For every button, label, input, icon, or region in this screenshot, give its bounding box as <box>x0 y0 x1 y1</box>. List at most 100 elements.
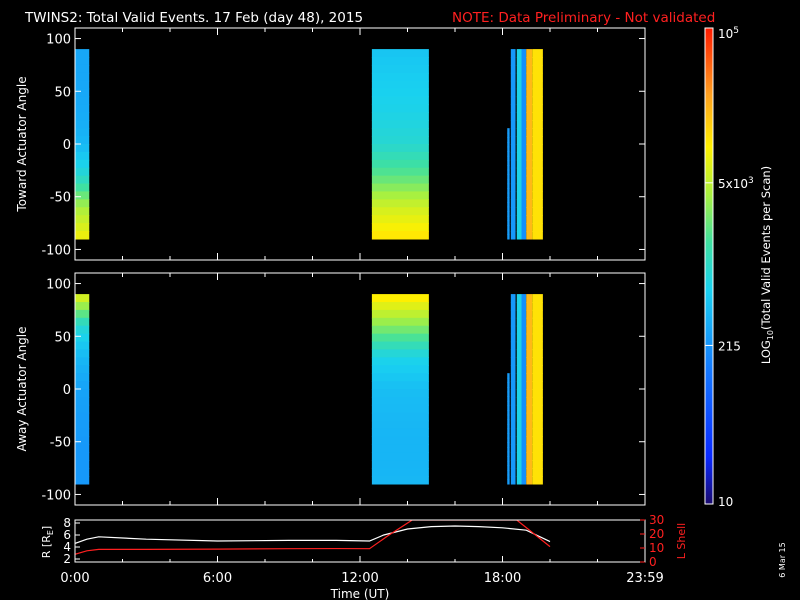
toward-heatmap-cell <box>510 57 516 66</box>
away-heatmap-cell <box>521 357 527 366</box>
away-heatmap-cell <box>510 389 516 398</box>
away-angle-heatmap <box>75 294 543 485</box>
toward-time-block <box>507 128 510 240</box>
away-heatmap-cell <box>516 325 522 335</box>
colorbar-tick-label: 5x103 <box>718 176 754 191</box>
colorbar-tick-label: 105 <box>718 26 739 41</box>
away-heatmap-cell <box>510 357 516 366</box>
away-heatmap-cell <box>510 436 516 445</box>
toward-heatmap-cell <box>532 80 543 90</box>
away-heatmap-cell <box>507 391 510 397</box>
toward-heatmap-cell <box>532 191 543 200</box>
away-y-tick-label: -100 <box>41 488 71 503</box>
toward-heatmap-cell <box>507 183 510 189</box>
toward-heatmap-cell <box>521 223 527 232</box>
toward-heatmap-cell <box>507 128 510 134</box>
orbit-lines <box>75 520 551 555</box>
toward-heatmap-cell <box>510 136 516 145</box>
away-heatmap-cell <box>507 423 510 430</box>
away-heatmap-cell <box>532 381 543 390</box>
toward-heatmap-cell <box>510 199 516 208</box>
away-heatmap-cell <box>526 294 533 303</box>
away-heatmap-cell <box>521 428 527 438</box>
away-heatmap-cell <box>516 412 522 422</box>
toward-time-block <box>510 49 516 240</box>
away-heatmap-cell <box>371 365 429 374</box>
away-heatmap-cell <box>371 476 429 485</box>
r-y-tick-label: 2 <box>63 552 71 566</box>
toward-heatmap-cell <box>516 151 522 161</box>
toward-heatmap-cell <box>507 137 510 143</box>
toward-heatmap-cell <box>532 207 543 216</box>
away-heatmap-cell <box>532 294 543 303</box>
toward-y-tick-label: 100 <box>46 33 71 48</box>
away-heatmap-cell <box>532 365 543 374</box>
toward-heatmap-cell <box>526 207 533 216</box>
toward-heatmap-cell <box>532 215 543 224</box>
away-heatmap-cell <box>521 412 527 422</box>
away-heatmap-cell <box>532 333 543 343</box>
toward-heatmap-cell <box>75 144 90 153</box>
r-y-tick-label: 4 <box>63 540 71 554</box>
away-heatmap-cell <box>371 468 429 477</box>
toward-heatmap-cell <box>526 104 533 113</box>
preliminary-note: NOTE: Data Preliminary - Not validated <box>452 10 715 26</box>
toward-heatmap-cell <box>507 160 510 166</box>
toward-time-block <box>516 49 522 240</box>
away-time-block <box>75 294 90 485</box>
toward-heatmap-cell <box>526 167 533 177</box>
toward-heatmap-cell <box>521 136 527 145</box>
away-heatmap-cell <box>371 444 429 453</box>
away-heatmap-cell <box>371 452 429 461</box>
away-heatmap-cell <box>516 333 522 343</box>
away-heatmap-cell <box>521 333 527 343</box>
toward-heatmap-cell <box>75 191 90 200</box>
toward-heatmap-cell <box>507 192 510 198</box>
toward-heatmap-cell <box>507 146 510 152</box>
away-heatmap-cell <box>507 470 510 476</box>
away-heatmap-cell <box>75 317 90 327</box>
away-heatmap-cell <box>371 357 429 366</box>
away-heatmap-cell <box>507 396 510 402</box>
toward-heatmap-cell <box>510 151 516 161</box>
toward-heatmap-cell <box>371 231 429 240</box>
toward-heatmap-cell <box>521 151 527 161</box>
away-heatmap-cell <box>371 341 429 351</box>
toward-heatmap-cell <box>532 57 543 66</box>
away-time-block <box>516 294 522 485</box>
toward-heatmap-cell <box>521 191 527 200</box>
r-y-tick-label: 6 <box>63 528 71 542</box>
toward-heatmap-cell <box>371 191 429 200</box>
away-heatmap-cell <box>516 341 522 351</box>
colorbar-tick-label: 10 <box>718 495 733 509</box>
toward-heatmap-cell <box>75 136 90 145</box>
away-heatmap-cell <box>516 468 522 477</box>
away-heatmap-cell <box>510 396 516 406</box>
toward-heatmap-cell <box>510 112 516 121</box>
toward-heatmap-cell <box>75 120 90 129</box>
toward-heatmap-cell <box>371 159 429 169</box>
away-heatmap-cell <box>516 389 522 398</box>
toward-heatmap-cell <box>75 80 90 90</box>
toward-heatmap-cell <box>532 175 543 185</box>
toward-heatmap-cell <box>532 128 543 137</box>
toward-heatmap-cell <box>516 167 522 177</box>
toward-heatmap-cell <box>75 57 90 66</box>
toward-heatmap-cell <box>521 64 527 74</box>
toward-heatmap-cell <box>510 231 516 240</box>
away-heatmap-cell <box>516 357 522 366</box>
toward-heatmap-cell <box>532 72 543 82</box>
toward-heatmap-cell <box>516 128 522 137</box>
toward-heatmap-cell <box>75 159 90 169</box>
away-heatmap-cell <box>510 476 516 485</box>
away-heatmap-cell <box>526 302 533 311</box>
toward-heatmap-cell <box>526 136 533 145</box>
away-heatmap-cell <box>521 396 527 406</box>
away-heatmap-cell <box>526 420 533 430</box>
away-heatmap-cell <box>516 381 522 390</box>
toward-heatmap-cell <box>510 104 516 113</box>
toward-y-tick-label: 50 <box>54 85 71 100</box>
toward-heatmap-cell <box>521 120 527 129</box>
away-heatmap-cell <box>532 317 543 327</box>
toward-heatmap-cell <box>532 199 543 208</box>
